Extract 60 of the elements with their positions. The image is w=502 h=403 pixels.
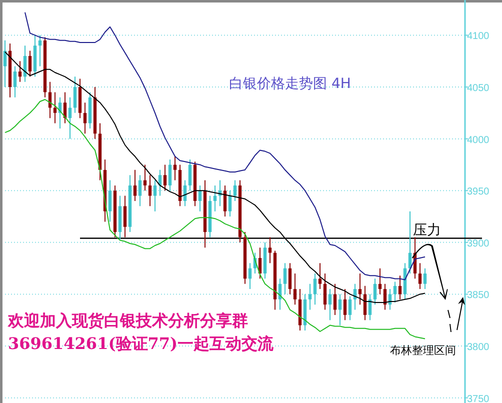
candlestick [148,174,152,207]
candlestick [348,296,352,321]
candlestick [153,180,157,212]
candlestick [393,281,397,304]
candlestick [123,195,127,238]
candlestick [418,262,422,290]
candlestick [223,184,227,218]
candlestick [143,164,147,192]
candlestick [363,285,367,321]
candlestick [398,275,402,300]
candlestick [338,294,342,326]
candlestick [173,156,177,181]
line-series [24,12,426,280]
text: 白银价格走势图 4H [229,76,351,92]
candlestick [198,184,202,212]
candlestick [213,184,217,212]
candlestick [73,76,77,114]
candlestick [168,159,172,192]
y-tick-label: 4000 [467,134,490,146]
annotation: 布林整理区间 [390,344,456,357]
candlestick [163,164,167,192]
y-tick-label: 3950 [467,186,490,198]
candlestick [248,262,252,290]
candlestick [18,60,22,82]
y-tick-label: 3800 [467,342,490,354]
candlestick [38,34,42,67]
y-tick-label: 3750 [467,394,490,403]
candlestick [53,92,57,124]
ref-line-label: 压力 [413,222,441,238]
y-tick-label: 4050 [467,83,490,94]
y-tick-label: 4100 [467,31,490,42]
candlestick [83,102,87,134]
candlestick [423,268,427,290]
annotation: 369614261(验证77)一起互动交流 [8,334,275,353]
annotation: 欢迎加入现货白银技术分析分享群 [7,311,248,330]
candlestick [13,66,17,98]
y-tick-label: 3850 [467,290,490,302]
candlestick [288,262,292,295]
y-tick-label: 3900 [467,238,490,250]
candlestick [28,50,32,78]
candlestick [333,283,337,316]
candlestick [138,174,142,207]
candlestick [313,273,317,306]
candlestick [318,262,322,290]
candlestick [373,278,377,306]
candlestick [68,96,72,140]
candlestick [233,180,237,202]
candlestick [323,273,327,310]
candlestick [308,283,312,310]
candlestick [228,190,232,218]
candlestick [268,236,272,264]
candlestick [378,268,382,295]
candlestick [358,273,362,306]
candlestick [188,159,192,192]
candlestick [293,273,297,306]
candlestick [133,169,137,202]
candlestick [328,288,332,321]
candlestick [343,288,347,321]
candlestick [283,262,287,295]
candlestick [108,180,112,222]
